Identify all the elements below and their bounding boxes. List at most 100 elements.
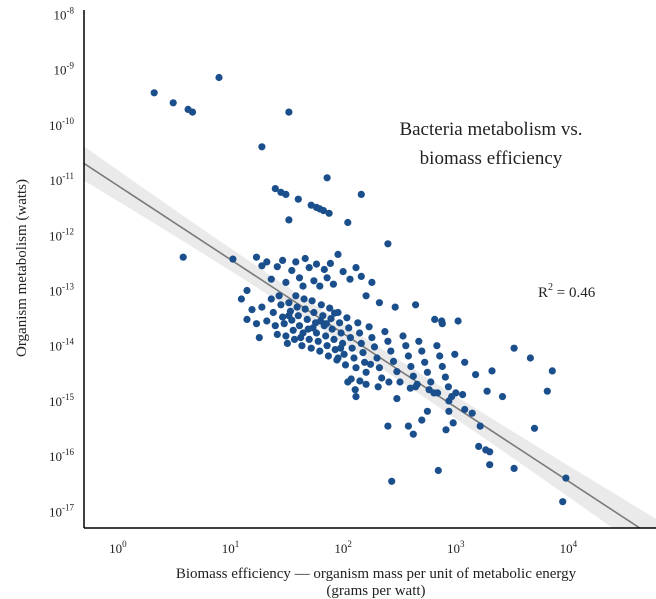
data-point: [393, 395, 401, 403]
x-tick-label: 103: [447, 539, 465, 556]
y-tick-label: 10-9: [54, 61, 75, 78]
y-tick-label: 10-15: [49, 392, 74, 409]
data-point: [275, 292, 283, 300]
data-point: [475, 442, 483, 450]
data-point: [248, 306, 256, 314]
data-point: [243, 286, 251, 295]
data-point: [543, 387, 551, 395]
data-point: [388, 477, 396, 485]
y-axis-label: Organism metabolism (watts): [14, 179, 30, 357]
data-point: [486, 461, 494, 469]
data-point: [404, 422, 412, 430]
data-point: [362, 368, 370, 376]
r-squared-prefix: R: [538, 285, 548, 301]
data-point: [316, 282, 324, 290]
data-point: [498, 393, 507, 401]
data-point: [423, 407, 431, 415]
data-point: [294, 312, 302, 320]
data-point: [325, 209, 333, 217]
data-point: [316, 347, 324, 355]
data-point: [346, 275, 354, 283]
data-point: [562, 474, 570, 482]
data-point: [323, 274, 331, 282]
data-point: [442, 426, 450, 434]
data-point: [320, 265, 328, 274]
data-point: [285, 216, 293, 224]
data-point: [354, 319, 362, 327]
x-axis-label-line-2: (grams per watt): [326, 583, 425, 599]
data-point: [451, 350, 459, 358]
data-point: [269, 308, 277, 317]
data-point: [229, 255, 237, 263]
data-point: [476, 422, 484, 430]
data-point: [334, 354, 342, 362]
data-point: [378, 374, 386, 382]
data-point: [319, 207, 328, 215]
data-point: [548, 367, 556, 375]
y-tick-label: 10-11: [49, 171, 74, 188]
data-point: [263, 258, 271, 266]
data-point: [301, 254, 309, 263]
data-point: [331, 309, 339, 317]
data-point: [282, 278, 290, 286]
data-point: [337, 344, 345, 352]
data-point: [267, 295, 275, 303]
data-point: [308, 297, 316, 305]
x-tick-label: 104: [560, 539, 578, 556]
data-point: [295, 274, 304, 282]
data-point: [169, 99, 177, 107]
data-point: [438, 320, 446, 328]
data-point: [323, 174, 331, 182]
data-point: [436, 352, 444, 360]
data-point: [418, 416, 426, 424]
data-point: [258, 143, 266, 151]
data-point: [461, 405, 469, 414]
data-point: [150, 89, 158, 97]
data-point: [361, 358, 369, 366]
data-point: [375, 299, 383, 307]
data-point: [433, 342, 441, 350]
data-point: [299, 329, 307, 337]
data-point: [510, 464, 518, 472]
data-point: [459, 391, 467, 399]
data-point: [472, 371, 480, 379]
data-point: [389, 357, 398, 365]
data-point: [530, 424, 539, 432]
data-point: [282, 332, 290, 340]
data-point: [277, 301, 285, 309]
x-tick-label: 101: [222, 539, 240, 556]
data-point: [385, 378, 393, 386]
data-point: [294, 195, 302, 203]
data-point: [258, 303, 266, 311]
data-point: [445, 407, 453, 415]
data-point: [326, 304, 334, 312]
data-point: [510, 344, 518, 352]
data-point: [263, 317, 271, 325]
data-point: [483, 387, 491, 395]
data-point: [384, 240, 392, 248]
data-point: [298, 342, 306, 350]
data-point: [444, 383, 452, 391]
data-point: [441, 373, 449, 381]
data-point: [559, 498, 567, 506]
data-point: [454, 317, 462, 325]
data-point: [289, 326, 297, 334]
y-tick-label: 10-12: [49, 226, 74, 243]
data-point: [312, 329, 321, 337]
data-point: [255, 334, 263, 342]
data-point: [387, 347, 395, 355]
data-point: [273, 263, 281, 271]
data-point: [314, 337, 322, 345]
data-point: [402, 342, 410, 350]
data-point: [438, 362, 446, 371]
data-point: [396, 378, 404, 386]
data-point: [421, 358, 429, 366]
data-point: [307, 344, 315, 352]
data-point: [279, 313, 287, 321]
fit-line: [84, 162, 642, 528]
confidence-band-layer: [84, 146, 656, 528]
data-point: [310, 308, 318, 317]
data-point: [357, 190, 365, 198]
data-point: [346, 334, 354, 342]
